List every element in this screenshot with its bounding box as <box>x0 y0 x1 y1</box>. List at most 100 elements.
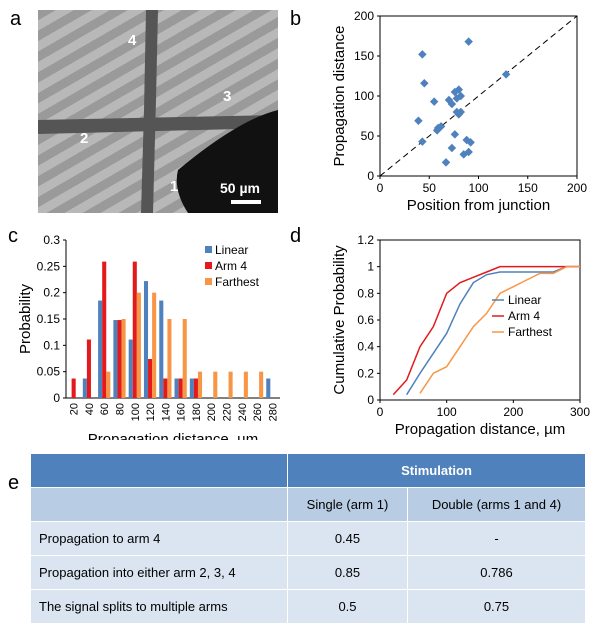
legend-label: Farthest <box>508 325 553 339</box>
scale-label: 50 µm <box>220 180 260 196</box>
summary-table: Stimulation Single (arm 1) Double (arms 1… <box>30 453 587 624</box>
bar <box>121 319 126 398</box>
y-tick-label: 0.3 <box>43 233 60 247</box>
point <box>447 143 457 153</box>
x-tick-label: 300 <box>570 405 590 419</box>
plot-frame <box>379 15 578 177</box>
row-label: Propagation into either arm 2, 3, 4 <box>30 555 288 590</box>
bar <box>98 300 103 398</box>
x-tick-label: 100 <box>437 405 457 419</box>
bar <box>106 371 111 398</box>
x-tick-label: 280 <box>267 403 279 421</box>
x-tick-label: 60 <box>99 403 111 415</box>
cell: 0.45 <box>287 521 408 556</box>
micrograph-shapes <box>38 10 278 213</box>
cell: - <box>406 521 587 556</box>
arm-label: 4 <box>128 32 137 49</box>
channel <box>141 10 158 213</box>
channel <box>38 115 278 134</box>
bar <box>228 371 233 398</box>
y-tick-label: 0.05 <box>37 365 61 379</box>
bar <box>189 378 194 398</box>
point <box>447 99 457 109</box>
point <box>420 78 429 88</box>
row-label: The signal splits to multiple arms <box>30 589 288 624</box>
y-tick-label: 50 <box>361 129 375 143</box>
bar <box>197 371 203 398</box>
x-tick-label: 120 <box>145 403 157 421</box>
legend-swatch <box>205 246 212 253</box>
legend-label: Linear <box>508 293 541 307</box>
point <box>418 137 427 146</box>
bar <box>71 378 76 398</box>
legend-swatch <box>205 262 212 269</box>
x-tick-label: 200 <box>503 405 523 419</box>
cell <box>30 487 288 522</box>
x-axis-title: Position from junction <box>407 197 550 214</box>
bar <box>148 359 153 398</box>
y-tick-label: 1.2 <box>357 233 374 247</box>
y-tick-label: 100 <box>354 89 374 103</box>
arm-label: 1 <box>170 178 179 195</box>
cell: 0.75 <box>406 589 587 624</box>
electrode <box>176 110 278 213</box>
legend-label: Arm 4 <box>508 309 540 323</box>
y-tick-label: 0.25 <box>37 259 61 273</box>
row-label: Propagation to arm 4 <box>30 521 288 556</box>
y-tick-label: 0.4 <box>357 340 374 354</box>
x-tick-label: 0 <box>377 181 384 195</box>
bar <box>102 261 107 398</box>
y-axis-title: Propagation distance <box>331 26 348 167</box>
column-header: Single (arm 1) <box>287 487 408 522</box>
x-tick-label: 160 <box>176 403 188 421</box>
scale-bar <box>231 200 261 204</box>
x-tick-label: 100 <box>468 181 488 195</box>
bar <box>178 378 183 398</box>
x-tick-label: 140 <box>160 403 172 421</box>
cell: 0.786 <box>406 555 587 590</box>
panel-label: e <box>8 472 20 494</box>
plot-frame <box>379 239 581 401</box>
x-tick-label: 80 <box>115 403 127 415</box>
bar <box>182 319 187 398</box>
bar <box>174 378 179 398</box>
legend-label: Linear <box>215 243 248 257</box>
point <box>441 158 451 167</box>
bar <box>117 320 122 398</box>
panel-label: d <box>290 225 302 247</box>
bar <box>152 292 157 398</box>
cell: 0.85 <box>287 555 408 590</box>
bar <box>213 371 218 398</box>
point <box>454 85 464 94</box>
bar <box>259 371 264 398</box>
x-tick-label: 20 <box>69 403 81 415</box>
bar <box>128 339 133 398</box>
y-tick-label: 200 <box>354 9 374 23</box>
bar <box>159 300 164 398</box>
x-tick-label: 40 <box>84 403 96 415</box>
y-tick-label: 0 <box>367 169 374 183</box>
y-tick-label: 0.1 <box>43 338 60 352</box>
x-tick-label: 240 <box>237 403 249 421</box>
point <box>450 130 460 139</box>
bar <box>136 292 141 398</box>
line <box>419 265 580 394</box>
legend-swatch <box>205 278 212 285</box>
y-tick-label: 0.8 <box>357 286 374 300</box>
bar <box>82 378 87 398</box>
x-tick-label: 260 <box>252 403 264 421</box>
y-tick-label: 0.2 <box>357 366 374 380</box>
x-tick-label: 180 <box>191 403 203 421</box>
point <box>456 107 466 117</box>
group-header: Stimulation <box>287 453 586 488</box>
y-axis-title: Probability <box>17 283 34 354</box>
bar <box>132 261 137 398</box>
bar <box>143 281 149 398</box>
point <box>418 50 427 59</box>
y-tick-label: 0 <box>367 393 374 407</box>
x-tick-label: 200 <box>567 181 587 195</box>
y-axis-title: Cumulative Probability <box>331 245 348 395</box>
y-tick-label: 0.15 <box>37 312 61 326</box>
